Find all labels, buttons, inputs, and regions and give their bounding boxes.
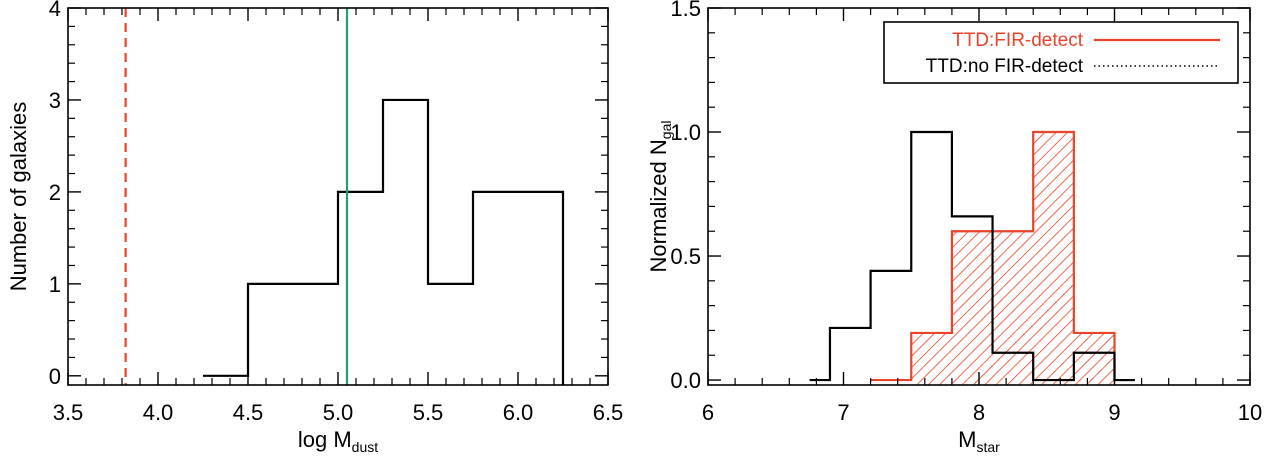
right-y-axis-label-sub: gal <box>658 121 674 140</box>
left-x-axis-label-sub: dust <box>352 439 379 455</box>
histogram-bin <box>383 100 428 385</box>
histogram-bin <box>428 284 473 385</box>
x-tick-label: 6.5 <box>593 400 624 425</box>
x-tick-label: 4.5 <box>233 400 264 425</box>
hatched-bar <box>952 231 993 385</box>
hatched-bar <box>1074 333 1115 385</box>
y-tick-label: 1.0 <box>670 120 701 145</box>
left-marks <box>126 8 563 385</box>
x-tick-label: 3.5 <box>53 400 84 425</box>
histogram-bin <box>248 284 338 385</box>
right-marks <box>810 132 1135 385</box>
legend-label-no-fir-detect: TTD:no FIR-detect <box>926 56 1084 77</box>
x-tick-label: 10 <box>1238 400 1262 425</box>
y-tick-label: 3 <box>49 88 61 113</box>
right-y-axis-label: Normalized Ngal <box>646 121 674 273</box>
x-tick-label: 6 <box>702 400 714 425</box>
y-tick-label: 4 <box>49 0 61 21</box>
y-tick-label: 1.5 <box>670 0 701 21</box>
x-tick-label: 5.0 <box>323 400 354 425</box>
y-tick-label: 0 <box>49 364 61 389</box>
right-x-axis-label-main: M <box>958 427 976 452</box>
x-tick-label: 6.0 <box>503 400 534 425</box>
y-tick-label: 1 <box>49 272 61 297</box>
histogram-bin <box>203 376 248 385</box>
x-tick-label: 7 <box>837 400 849 425</box>
right-x-axis-label: Mstar <box>958 427 1000 455</box>
left-x-axis-label-main: log M <box>298 427 352 452</box>
y-tick-label: 0.0 <box>670 368 701 393</box>
y-tick-label: 2 <box>49 180 61 205</box>
legend-label-fir-detect: TTD:FIR-detect <box>952 30 1084 51</box>
left-x-axis-label: log Mdust <box>298 427 378 455</box>
hatched-bar <box>1033 132 1074 385</box>
x-tick-label: 4.0 <box>143 400 174 425</box>
histogram-bin <box>473 192 563 385</box>
x-tick-label: 9 <box>1108 400 1120 425</box>
stellar-mass-histogram-panel: 6 7 8 9 10 0.0 0.5 1.0 1.5 Mstar Normalized Ngal… <box>646 0 1262 455</box>
x-tick-label: 5.5 <box>413 400 444 425</box>
right-x-axis-label-sub: star <box>976 439 1000 455</box>
hatched-bar <box>911 333 952 385</box>
hatched-bar <box>993 231 1034 385</box>
x-tick-label: 8 <box>973 400 985 425</box>
dust-mass-histogram-panel: 3.5 4.0 4.5 5.0 5.5 6.0 6.5 0 1 2 3 4 log Mdust Num… <box>6 0 623 455</box>
legend: TTD:FIR-detect TTD:no FIR-detect <box>884 22 1238 83</box>
histogram-bin <box>338 192 383 385</box>
right-y-axis-label-main: Normalized N <box>646 139 671 272</box>
left-y-axis-label: Number of galaxies <box>6 102 31 292</box>
y-tick-label: 0.5 <box>670 244 701 269</box>
